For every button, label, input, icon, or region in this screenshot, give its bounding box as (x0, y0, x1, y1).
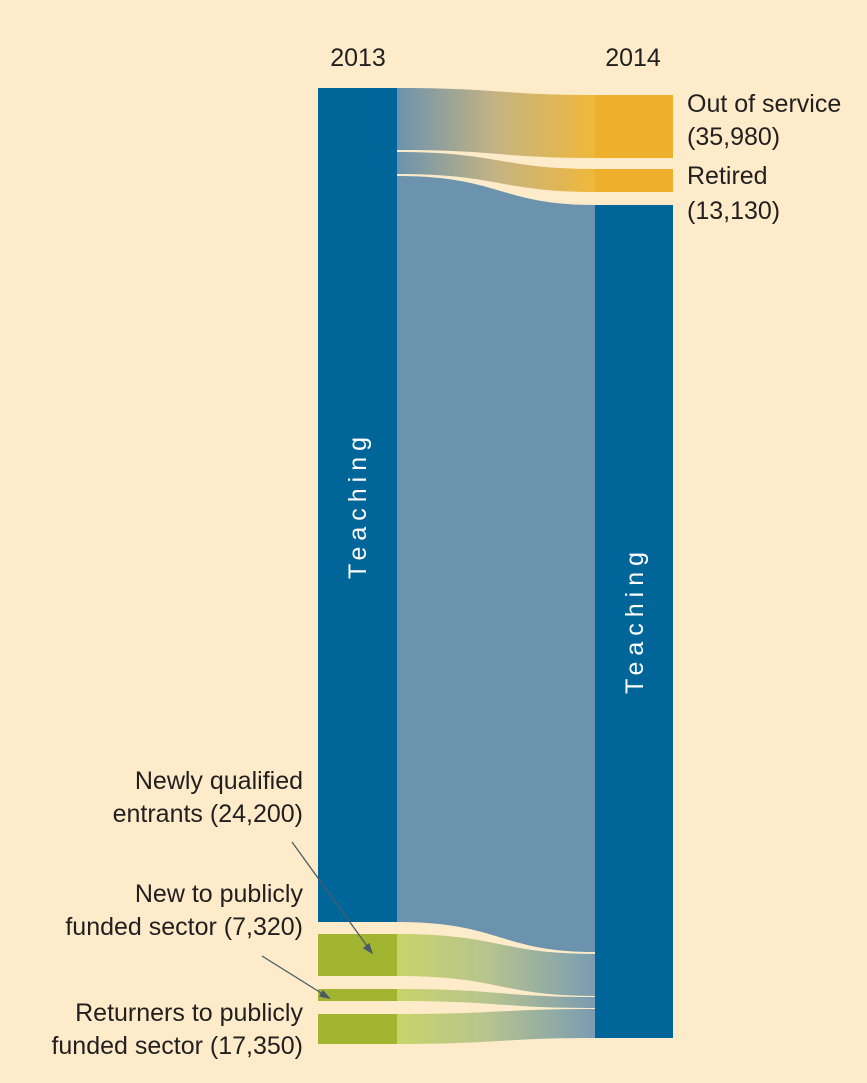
returners-label: Returners to publicly (75, 999, 303, 1027)
newly-qualified-value: entrants (24,200) (113, 800, 303, 828)
new-to-public-label: New to publicly (135, 880, 304, 908)
retired-value: (13,130) (687, 197, 780, 225)
newly-qualified-label: Newly qualified (135, 767, 303, 795)
flow-newly-qualified (397, 934, 595, 996)
flow-returners (397, 1009, 595, 1044)
out-of-service-label: Out of service (687, 90, 841, 118)
flow-out-of-service (397, 88, 595, 158)
returners-value: funded sector (17,350) (51, 1032, 303, 1060)
new-to-public-value: funded sector (7,320) (65, 913, 303, 941)
annotation-arrow-newly-qualified (291, 841, 374, 955)
node-newly-qualified (318, 934, 397, 976)
node-teaching-2014 (595, 205, 673, 1038)
node-returners (318, 1014, 397, 1044)
year-2014-label: 2014 (605, 44, 661, 72)
teaching-2013-label: Teaching (344, 431, 372, 579)
flow-teaching-to-teaching (397, 176, 595, 952)
annotation-arrow-new-to-public (261, 955, 331, 1000)
year-2013-label: 2013 (330, 44, 386, 72)
out-of-service-value: (35,980) (687, 123, 780, 151)
retired-label: Retired (687, 162, 768, 190)
flow-retired (397, 152, 595, 192)
flow-new-to-public (397, 989, 595, 1008)
node-new-to-public (318, 989, 397, 1001)
node-teaching-2013 (318, 88, 397, 922)
node-out-of-service (595, 95, 673, 158)
node-retired (595, 169, 673, 192)
teaching-2014-label: Teaching (621, 546, 649, 694)
